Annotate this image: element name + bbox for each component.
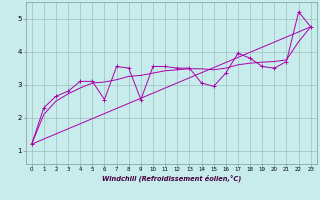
- X-axis label: Windchill (Refroidissement éolien,°C): Windchill (Refroidissement éolien,°C): [101, 175, 241, 182]
